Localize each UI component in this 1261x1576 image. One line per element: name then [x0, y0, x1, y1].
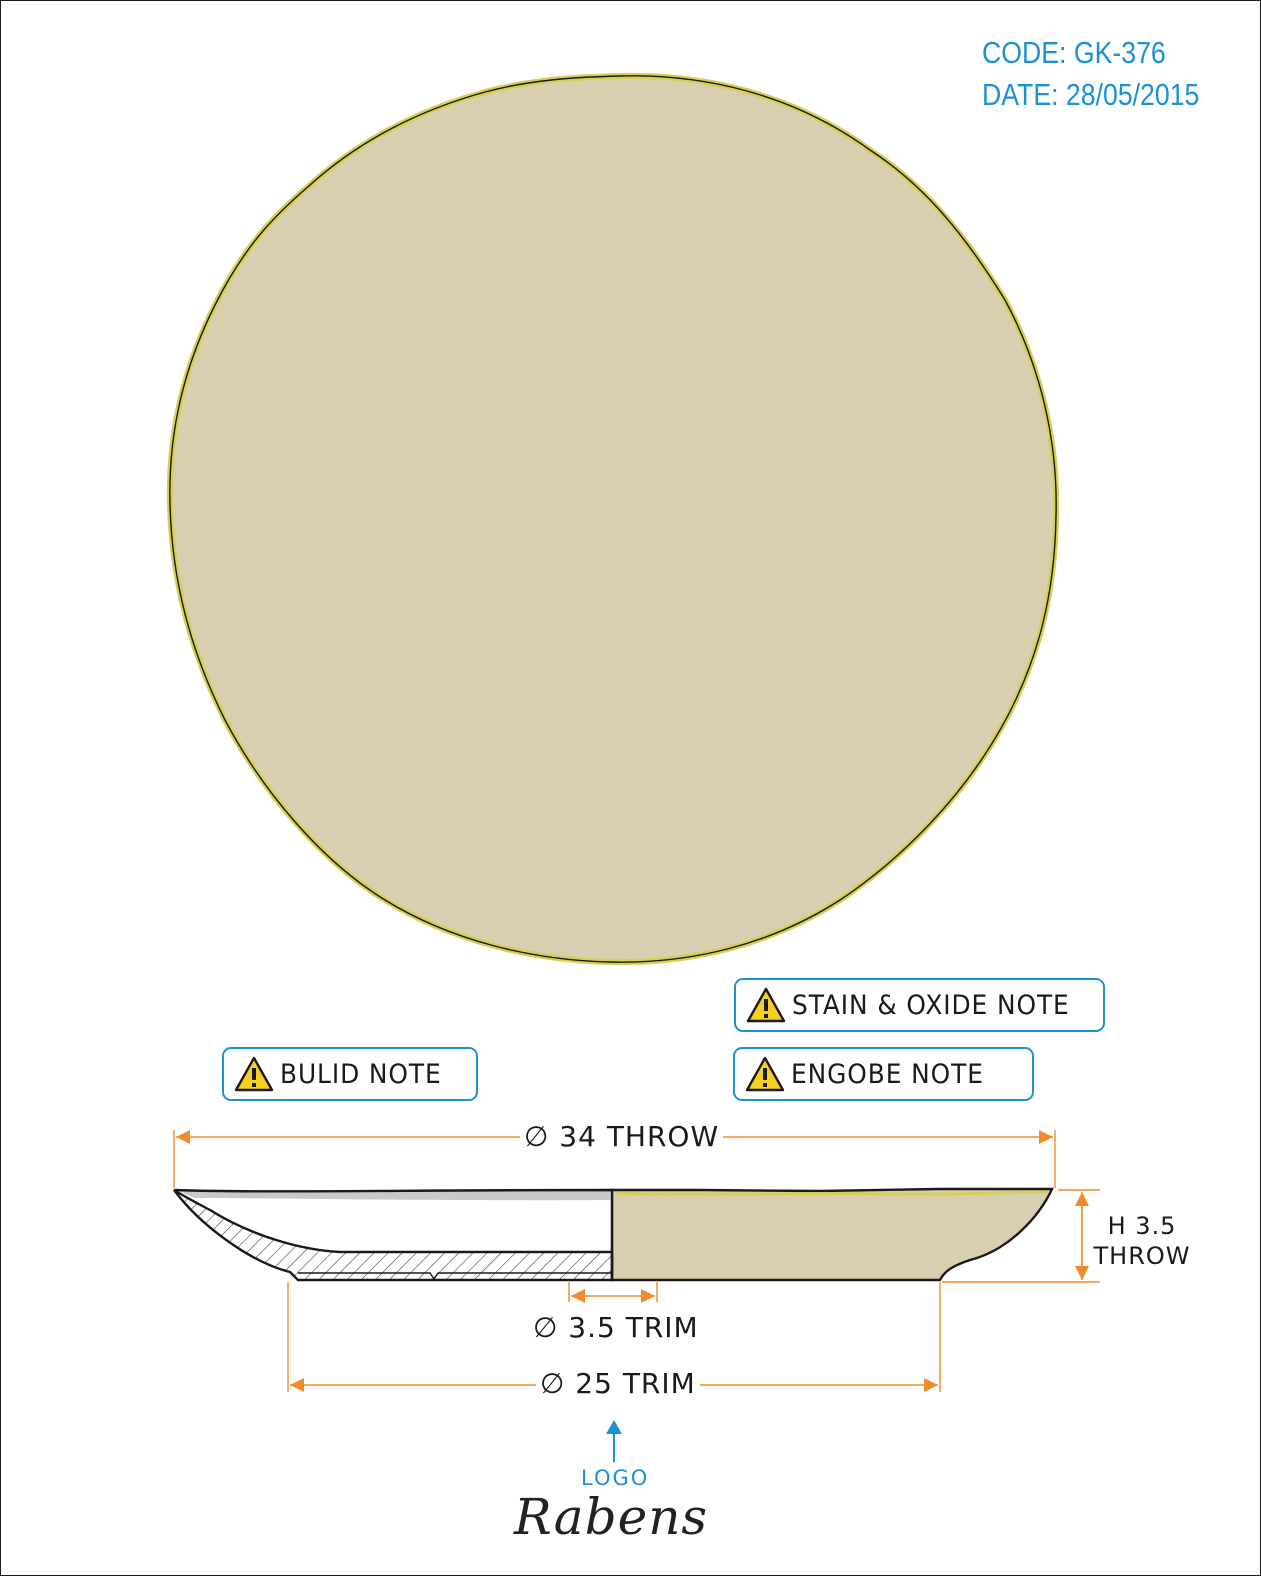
section-foot-groove — [298, 1272, 612, 1281]
up-arrow-icon — [606, 1420, 622, 1462]
foot-trim-label: ∅ 3.5 TRIM — [529, 1311, 703, 1344]
stain-oxide-note-label: STAIN & OXIDE NOTE — [792, 989, 1070, 1021]
section-cut-body — [173, 1188, 614, 1282]
plate-top-outline — [169, 75, 1057, 963]
build-note[interactable]: BULID NOTE — [222, 1047, 478, 1101]
section-exterior-half — [610, 1187, 1054, 1282]
logo-label: LOGO — [581, 1466, 650, 1490]
engobe-note-label: ENGOBE NOTE — [791, 1058, 984, 1090]
height-label-line2: THROW — [1093, 1242, 1191, 1270]
warning-triangle-icon — [234, 1056, 274, 1092]
height-label: H 3.5 THROW — [1092, 1211, 1192, 1271]
stain-oxide-note[interactable]: STAIN & OXIDE NOTE — [734, 978, 1105, 1032]
plate-top-view — [166, 72, 1060, 966]
throw-diameter-label: ∅ 34 THROW — [520, 1120, 724, 1153]
build-note-label: BULID NOTE — [280, 1058, 442, 1090]
section-inner-surface — [173, 1188, 614, 1280]
section-cut-glaze — [176, 1190, 610, 1201]
warning-triangle-icon — [746, 987, 786, 1023]
title-block: CODE: GK-376 DATE: 28/05/2015 — [982, 32, 1199, 116]
base-trim-label: ∅ 25 TRIM — [536, 1367, 700, 1400]
product-code: CODE: GK-376 — [982, 35, 1166, 70]
engobe-note[interactable]: ENGOBE NOTE — [733, 1047, 1034, 1101]
drawing-date: DATE: 28/05/2015 — [982, 77, 1200, 112]
height-label-line1: H 3.5 — [1107, 1212, 1177, 1240]
section-rim-glaze — [614, 1190, 1049, 1196]
brand-logo: Rabens — [514, 1488, 709, 1546]
warning-triangle-icon — [745, 1056, 785, 1092]
